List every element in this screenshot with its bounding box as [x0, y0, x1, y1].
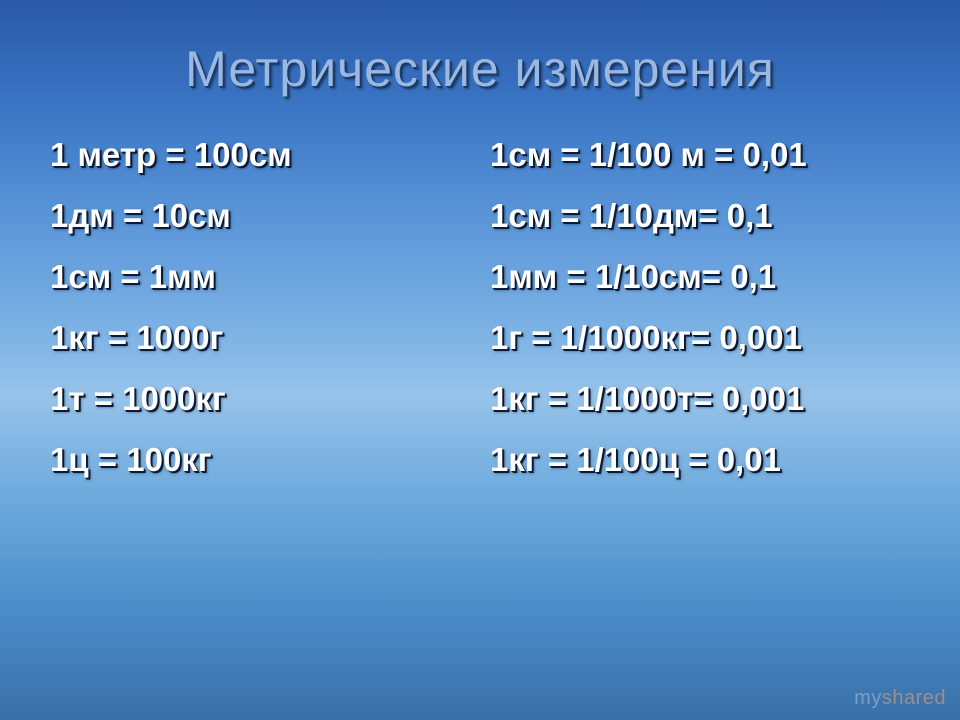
- measurement-row: 1 метр = 100см: [50, 138, 470, 171]
- measurement-row: 1т = 1000кг: [50, 382, 470, 415]
- watermark-left: my: [854, 687, 882, 709]
- measurement-row: 1см = 1мм: [50, 260, 470, 293]
- content-columns: 1 метр = 100см 1дм = 10см 1см = 1мм 1кг …: [0, 128, 960, 504]
- watermark: myshared: [854, 687, 946, 710]
- measurement-row: 1г = 1/1000кг= 0,001: [490, 321, 910, 354]
- measurement-row: 1кг = 1000г: [50, 321, 470, 354]
- measurement-row: 1кг = 1/1000т= 0,001: [490, 382, 910, 415]
- watermark-right: shared: [882, 687, 946, 709]
- measurement-row: 1кг = 1/100ц = 0,01: [490, 443, 910, 476]
- page-title: Метрические измерения: [0, 0, 960, 128]
- measurement-row: 1ц = 100кг: [50, 443, 470, 476]
- measurement-row: 1см = 1/100 м = 0,01: [490, 138, 910, 171]
- left-column: 1 метр = 100см 1дм = 10см 1см = 1мм 1кг …: [50, 138, 470, 504]
- measurement-row: 1дм = 10см: [50, 199, 470, 232]
- right-column: 1см = 1/100 м = 0,01 1см = 1/10дм= 0,1 1…: [490, 138, 910, 504]
- measurement-row: 1мм = 1/10см= 0,1: [490, 260, 910, 293]
- measurement-row: 1см = 1/10дм= 0,1: [490, 199, 910, 232]
